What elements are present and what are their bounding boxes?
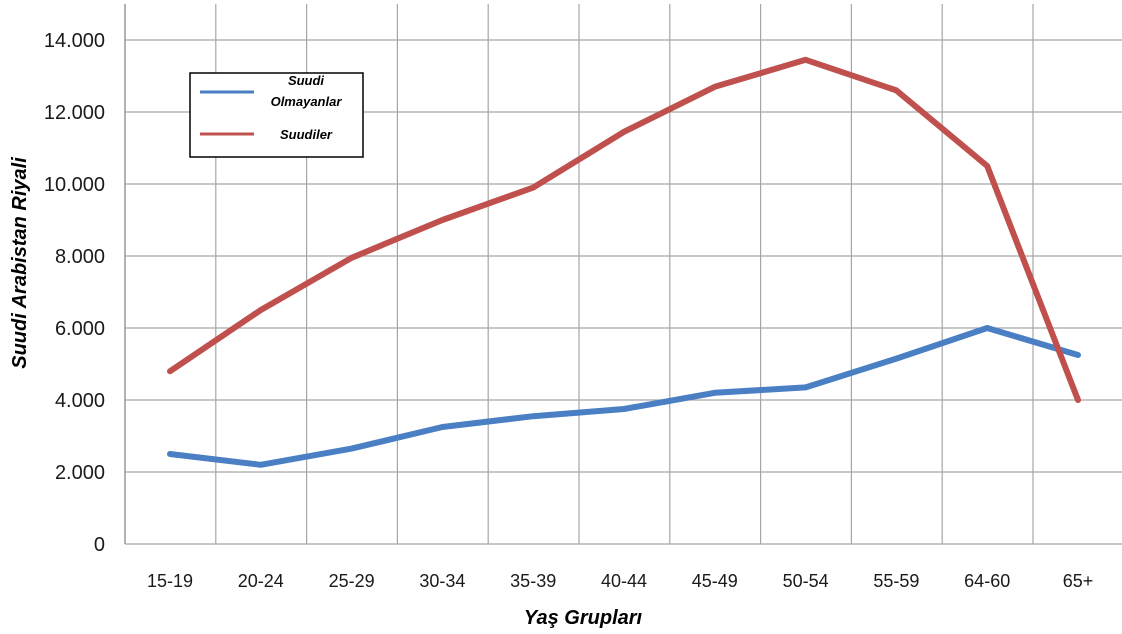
y-tick-label: 8.000 xyxy=(55,246,105,268)
legend-label-suudi-olmayanlar-line2: Olmayanlar xyxy=(271,94,343,109)
x-tick-label: 55-59 xyxy=(873,571,919,591)
x-tick-label: 64-60 xyxy=(964,571,1010,591)
y-tick-label: 6.000 xyxy=(55,318,105,340)
x-tick-label: 25-29 xyxy=(329,571,375,591)
y-tick-label: 2.000 xyxy=(55,462,105,484)
x-tick-label: 40-44 xyxy=(601,571,647,591)
y-tick-label: 12.000 xyxy=(44,102,105,124)
x-axis-ticks: 15-19 20-24 25-29 30-34 35-39 40-44 45-49 50-54… xyxy=(147,571,1093,591)
x-tick-label: 20-24 xyxy=(238,571,284,591)
y-axis-ticks: 0 2.000 4.000 6.000 8.000 10.000 12.000 14.000 xyxy=(44,30,105,556)
legend-box xyxy=(189,72,364,158)
y-tick-label: 14.000 xyxy=(44,30,105,52)
y-tick-label: 4.000 xyxy=(55,390,105,412)
x-tick-label: 35-39 xyxy=(510,571,556,591)
legend-label-suudi-olmayanlar-line1: Suudi xyxy=(288,73,324,88)
x-axis-title: Yaş Grupları xyxy=(524,607,643,629)
series-line-suudi-olmayanlar xyxy=(167,325,1081,468)
series-lines xyxy=(167,56,1081,468)
x-tick-label: 65+ xyxy=(1063,571,1094,591)
y-axis-title: Suudi Arabistan Riyali xyxy=(9,157,31,369)
y-tick-label: 0 xyxy=(94,534,105,556)
x-tick-label: 30-34 xyxy=(419,571,465,591)
series-line-suudiler xyxy=(167,56,1081,403)
y-tick-label: 10.000 xyxy=(44,174,105,196)
legend: Suudi Olmayanlar Suudiler xyxy=(189,72,364,158)
x-tick-label: 45-49 xyxy=(692,571,738,591)
x-tick-label: 15-19 xyxy=(147,571,193,591)
legend-label-suudiler: Suudiler xyxy=(280,127,333,142)
x-tick-label: 50-54 xyxy=(783,571,829,591)
